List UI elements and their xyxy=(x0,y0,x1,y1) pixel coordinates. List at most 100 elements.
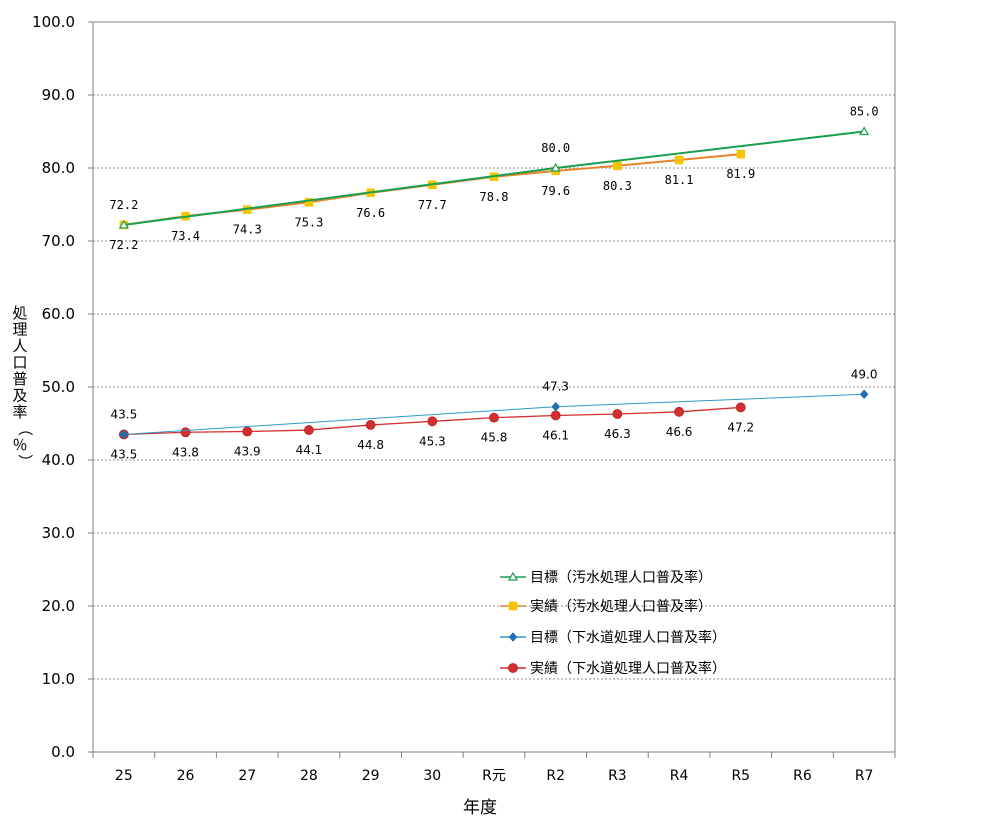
legend: 目標（汚水処理人口普及率） 実績（汚水処理人口普及率） 目標（下水道処理人口普及率）… xyxy=(500,569,726,677)
x-axis-title: 年度 xyxy=(463,798,497,818)
y-tick-label: 60.0 xyxy=(42,305,75,323)
data-label: 85.0 xyxy=(850,105,879,119)
data-labels: 72.2 80.0 85.0 72.2 73.4 74.3 75.3 76.6 77.7 78.8… xyxy=(109,105,878,462)
data-label: 43.9 xyxy=(234,445,261,459)
point-marker xyxy=(508,601,518,611)
point-marker xyxy=(613,161,622,171)
data-label: 75.3 xyxy=(294,215,323,229)
point-marker xyxy=(736,149,746,159)
y-tick-label: 30.0 xyxy=(42,524,75,542)
x-tick-label: 29 xyxy=(362,768,380,784)
point-marker xyxy=(674,155,684,165)
data-label: 72.2 xyxy=(109,198,138,212)
data-label: 45.3 xyxy=(419,434,446,448)
data-label: 43.8 xyxy=(172,445,199,459)
point-marker xyxy=(550,162,561,172)
series-2 xyxy=(119,389,869,440)
point-marker xyxy=(304,198,314,207)
y-axis-title-char: 普 xyxy=(12,370,27,388)
x-tick-label: R5 xyxy=(731,768,750,784)
point-marker xyxy=(550,410,561,421)
y-tick-label: 100.0 xyxy=(32,13,75,31)
y-tick-label: 0.0 xyxy=(51,743,75,761)
data-label: 80.0 xyxy=(541,141,570,155)
data-label: 43.5 xyxy=(110,447,137,461)
y-axis-title-char: 及 xyxy=(12,387,27,405)
x-tick-label: 27 xyxy=(238,768,256,784)
legend-label: 目標（下水道処理人口普及率） xyxy=(530,629,726,646)
series-0 xyxy=(118,126,870,229)
point-marker xyxy=(507,571,519,581)
data-label: 46.6 xyxy=(666,425,693,439)
y-tick-label: 90.0 xyxy=(42,86,75,104)
point-marker xyxy=(304,425,314,435)
data-label: 81.1 xyxy=(665,173,694,187)
data-label: 46.3 xyxy=(604,427,631,441)
point-marker xyxy=(508,663,518,673)
y-tick-label: 10.0 xyxy=(42,670,75,688)
data-label: 49.0 xyxy=(851,367,878,381)
point-marker xyxy=(859,389,869,400)
legend-item: 目標（下水道処理人口普及率） xyxy=(500,629,726,646)
x-tick-label: R4 xyxy=(670,768,689,784)
point-marker xyxy=(735,402,746,413)
y-axis-title-char: ％ xyxy=(12,436,27,454)
y-axis-title-char: 人 xyxy=(12,337,27,355)
x-tick-label: 28 xyxy=(300,768,318,784)
data-label: 44.1 xyxy=(296,443,323,457)
gridlines xyxy=(93,94,895,680)
legend-label: 実績（下水道処理人口普及率） xyxy=(530,660,726,677)
x-tick-label: R2 xyxy=(546,768,565,784)
data-label: 45.8 xyxy=(481,431,508,445)
data-label: 43.5 xyxy=(110,407,137,421)
data-label: 76.6 xyxy=(356,206,385,220)
x-tick-label: R7 xyxy=(855,768,874,784)
point-marker xyxy=(674,406,684,417)
x-tick-label: 30 xyxy=(423,768,441,784)
y-tick-label: 20.0 xyxy=(42,597,75,615)
x-tick-label: 26 xyxy=(177,768,195,784)
legend-label: 目標（汚水処理人口普及率） xyxy=(530,569,712,586)
data-label: 46.1 xyxy=(542,428,569,442)
data-label: 80.3 xyxy=(603,179,632,193)
y-tick-label: 40.0 xyxy=(42,451,75,469)
legend-item: 実績（下水道処理人口普及率） xyxy=(500,660,726,677)
data-label: 72.2 xyxy=(109,238,138,252)
y-axis-title-char: 率 xyxy=(12,403,27,421)
point-marker xyxy=(118,219,129,229)
y-axis-title: 処理人口普及率（％） xyxy=(12,304,34,469)
y-axis-title-char: 理 xyxy=(12,321,27,339)
x-tick-label: R元 xyxy=(482,768,506,784)
point-marker xyxy=(119,429,129,440)
point-marker xyxy=(508,632,518,642)
y-tick-label: 70.0 xyxy=(42,232,75,250)
y-axis-title-char: ） xyxy=(16,454,34,469)
y-axis-title-char: （ xyxy=(16,421,34,436)
legend-label: 実績（汚水処理人口普及率） xyxy=(530,598,712,615)
data-label: 44.8 xyxy=(357,438,384,452)
data-label: 78.8 xyxy=(480,190,509,204)
point-marker xyxy=(551,401,561,412)
y-axis: 0.0 10.0 20.0 30.0 40.0 50.0 60.0 70.0 80.0 90.0 1… xyxy=(32,13,93,761)
point-marker xyxy=(489,412,499,423)
x-tick-label: R3 xyxy=(608,768,627,784)
point-marker xyxy=(612,409,623,419)
point-marker xyxy=(180,427,191,438)
data-label: 77.7 xyxy=(418,198,447,212)
y-axis-title-char: 処 xyxy=(12,304,27,322)
y-tick-label: 80.0 xyxy=(42,159,75,177)
point-marker xyxy=(859,126,870,136)
data-label: 79.6 xyxy=(541,184,570,198)
data-label: 74.3 xyxy=(233,223,262,237)
legend-item: 目標（汚水処理人口普及率） xyxy=(500,569,712,586)
data-label: 73.4 xyxy=(171,229,200,243)
data-label: 47.2 xyxy=(727,420,754,434)
point-marker xyxy=(242,426,253,437)
x-tick-label: R6 xyxy=(793,768,812,784)
point-marker xyxy=(427,416,438,427)
x-tick-label: 25 xyxy=(115,768,133,784)
data-label: 47.3 xyxy=(542,380,569,394)
y-axis-title-char: 口 xyxy=(12,354,27,372)
y-tick-label: 50.0 xyxy=(42,378,75,396)
